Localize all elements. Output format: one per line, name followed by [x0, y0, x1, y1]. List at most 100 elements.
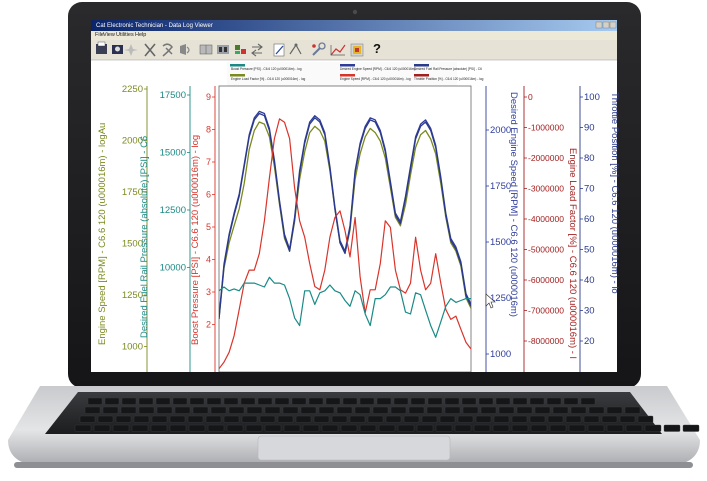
key[interactable] — [359, 424, 377, 432]
key[interactable] — [283, 424, 301, 432]
menu-utilities[interactable]: Utilities — [116, 32, 134, 38]
key[interactable] — [169, 424, 187, 432]
key[interactable] — [493, 415, 510, 423]
key[interactable] — [570, 406, 587, 414]
key[interactable] — [102, 406, 119, 414]
key[interactable] — [444, 397, 460, 405]
key[interactable] — [512, 397, 528, 405]
wrench-icon[interactable] — [312, 42, 326, 56]
key[interactable] — [495, 397, 511, 405]
key[interactable] — [210, 406, 227, 414]
key[interactable] — [534, 406, 551, 414]
key[interactable] — [624, 406, 641, 414]
key[interactable] — [644, 424, 662, 432]
minimize-button[interactable] — [595, 21, 603, 29]
key[interactable] — [511, 424, 529, 432]
key[interactable] — [530, 424, 548, 432]
key[interactable] — [588, 406, 605, 414]
key[interactable] — [565, 415, 582, 423]
key[interactable] — [115, 415, 132, 423]
key[interactable] — [121, 397, 137, 405]
key[interactable] — [295, 415, 312, 423]
key[interactable] — [342, 397, 358, 405]
key[interactable] — [637, 415, 654, 423]
key[interactable] — [354, 406, 371, 414]
key[interactable] — [274, 397, 290, 405]
menu-file[interactable]: File — [95, 32, 104, 38]
key[interactable] — [79, 415, 96, 423]
key[interactable] — [206, 397, 222, 405]
key[interactable] — [625, 424, 643, 432]
key[interactable] — [133, 415, 150, 423]
key[interactable] — [372, 406, 389, 414]
key[interactable] — [606, 406, 623, 414]
key[interactable] — [205, 415, 222, 423]
key[interactable] — [444, 406, 461, 414]
key[interactable] — [264, 406, 281, 414]
key[interactable] — [606, 424, 624, 432]
key[interactable] — [246, 406, 263, 414]
key[interactable] — [156, 406, 173, 414]
maximize-button[interactable] — [602, 21, 610, 29]
key[interactable] — [435, 424, 453, 432]
key[interactable] — [172, 397, 188, 405]
key[interactable] — [385, 415, 402, 423]
sparkle-icon[interactable] — [124, 44, 138, 56]
key[interactable] — [187, 415, 204, 423]
key[interactable] — [228, 406, 245, 414]
key[interactable] — [282, 406, 299, 414]
key[interactable] — [462, 406, 479, 414]
key[interactable] — [393, 397, 409, 405]
key[interactable] — [682, 424, 700, 432]
key[interactable] — [313, 415, 330, 423]
key[interactable] — [112, 424, 130, 432]
key[interactable] — [169, 415, 186, 423]
events-icon[interactable] — [180, 44, 190, 55]
key[interactable] — [529, 415, 546, 423]
key[interactable] — [104, 397, 120, 405]
key[interactable] — [547, 415, 564, 423]
key[interactable] — [120, 406, 137, 414]
key[interactable] — [439, 415, 456, 423]
key[interactable] — [150, 424, 168, 432]
key[interactable] — [189, 397, 205, 405]
key[interactable] — [601, 415, 618, 423]
compare-icon[interactable] — [251, 43, 263, 57]
key[interactable] — [97, 415, 114, 423]
key[interactable] — [259, 415, 276, 423]
keyboard[interactable] — [74, 397, 700, 432]
key[interactable] — [87, 397, 103, 405]
key[interactable] — [223, 397, 239, 405]
key[interactable] — [257, 397, 273, 405]
key[interactable] — [663, 424, 681, 432]
document-edit-icon[interactable] — [273, 43, 285, 57]
key[interactable] — [457, 415, 474, 423]
key[interactable] — [138, 397, 154, 405]
key[interactable] — [264, 424, 282, 432]
key[interactable] — [580, 397, 596, 405]
key[interactable] — [291, 397, 307, 405]
key[interactable] — [427, 397, 443, 405]
key[interactable] — [302, 424, 320, 432]
key[interactable] — [552, 406, 569, 414]
key[interactable] — [426, 406, 443, 414]
key[interactable] — [174, 406, 191, 414]
graph-icon[interactable] — [350, 43, 364, 57]
flash-icon[interactable] — [235, 45, 246, 54]
key[interactable] — [131, 424, 149, 432]
key[interactable] — [240, 397, 256, 405]
key[interactable] — [480, 406, 497, 414]
key[interactable] — [511, 415, 528, 423]
key[interactable] — [568, 424, 586, 432]
diagnostic-icon[interactable] — [162, 43, 173, 57]
key[interactable] — [473, 424, 491, 432]
key[interactable] — [331, 415, 348, 423]
key[interactable] — [492, 424, 510, 432]
calibrations-icon[interactable] — [289, 43, 302, 55]
key[interactable] — [546, 397, 562, 405]
key[interactable] — [367, 415, 384, 423]
key[interactable] — [549, 424, 567, 432]
key[interactable] — [155, 397, 171, 405]
key[interactable] — [151, 415, 168, 423]
key[interactable] — [461, 397, 477, 405]
